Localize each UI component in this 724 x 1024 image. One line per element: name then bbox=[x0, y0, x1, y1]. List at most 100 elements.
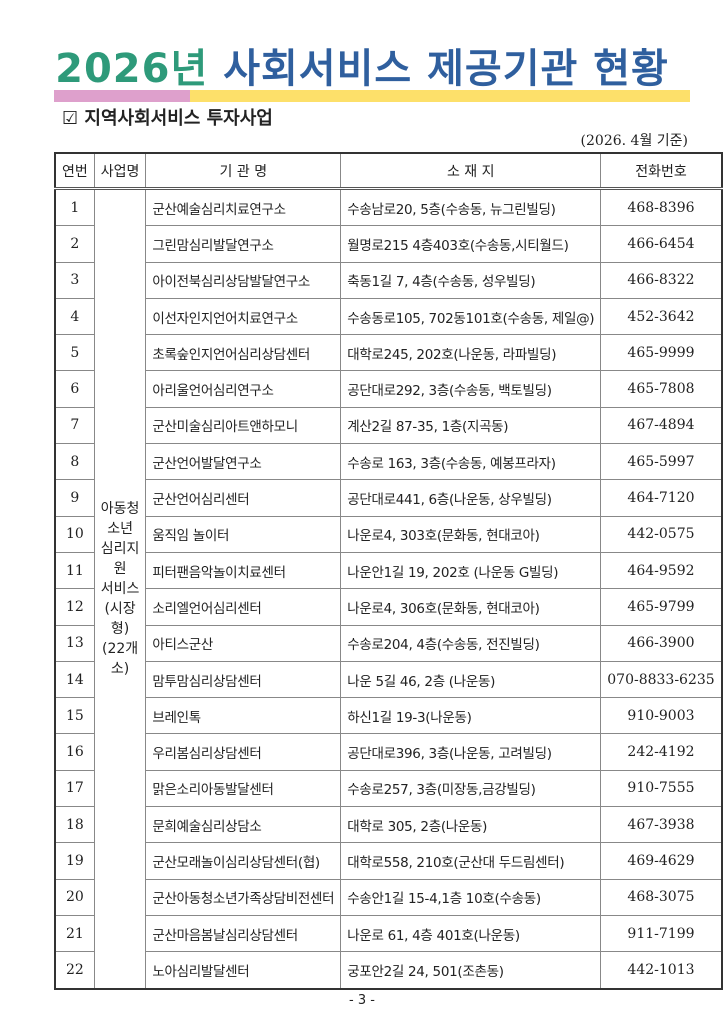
row-number: 21 bbox=[54, 914, 95, 953]
decorative-bar-pink bbox=[54, 90, 190, 102]
institution-name: 맑은소리아동발달센터 bbox=[145, 769, 342, 808]
column-header: 사업명 bbox=[93, 152, 147, 190]
address: 나운로4, 303호(문화동, 현대코아) bbox=[340, 515, 602, 553]
row-number: 6 bbox=[54, 370, 95, 408]
table-row: 3 아이전북심리상담발달연구소 축동1길 7, 4층(수송동, 성우빌딩) 466-8… bbox=[54, 261, 723, 299]
page-number: - 3 - bbox=[349, 993, 375, 1008]
table-row: 10 움직임 놀이터 나운로4, 303호(문화동, 현대코아) 442-0575 bbox=[54, 515, 723, 553]
institution-name: 우리봄심리상담센터 bbox=[145, 733, 342, 771]
institution-name: 문희예술심리상담소 bbox=[145, 806, 342, 844]
table-row: 17 맑은소리아동발달센터 수송로257, 3층(미장동,금강빌딩) 910-7555 bbox=[54, 769, 723, 808]
phone-number: 242-4192 bbox=[600, 733, 723, 771]
row-number: 4 bbox=[54, 297, 95, 336]
row-number: 2 bbox=[54, 225, 95, 263]
address: 수송동로105, 702동101호(수송동, 제일@) bbox=[340, 297, 602, 336]
table-row: 11 피터팬음악놀이치료센터 나운안1길 19, 202호 (나운동 G빌딩) 464… bbox=[54, 551, 723, 590]
row-number: 20 bbox=[54, 878, 95, 916]
institution-name: 아이전북심리상담발달연구소 bbox=[145, 261, 342, 299]
row-number: 1 bbox=[54, 187, 95, 227]
row-number: 5 bbox=[54, 334, 95, 372]
table-row: 22 노아심리발달센터 궁포안2길 24, 501(조촌동) 442-1013 bbox=[54, 951, 723, 990]
row-number: 18 bbox=[54, 806, 95, 844]
row-number: 10 bbox=[54, 515, 95, 553]
table-row: 7 군산미술심리아트앤하모니 계산2길 87-35, 1층(지곡동) 467-4894 bbox=[54, 406, 723, 445]
phone-number: 467-3938 bbox=[600, 806, 723, 844]
table-row: 14 맘투맘심리상담센터 나운 5길 46, 2층 (나운동) 070-8833-62… bbox=[54, 660, 723, 699]
row-number: 3 bbox=[54, 261, 95, 299]
row-number: 14 bbox=[54, 660, 95, 699]
column-header: 소 재 지 bbox=[340, 152, 602, 190]
address: 월명로215 4층403호(수송동,시티월드) bbox=[340, 225, 602, 263]
address: 공단대로396, 3층(나운동, 고려빌딩) bbox=[340, 733, 602, 771]
row-number: 22 bbox=[54, 951, 95, 990]
institution-name: 아티스군산 bbox=[145, 624, 342, 662]
phone-number: 910-9003 bbox=[600, 697, 723, 735]
phone-number: 464-7120 bbox=[600, 479, 723, 517]
institution-name: 맘투맘심리상담센터 bbox=[145, 660, 342, 699]
table-row: 6 아리울언어심리연구소 공단대로292, 3층(수송동, 백토빌딩) 465-780… bbox=[54, 370, 723, 408]
row-number: 17 bbox=[54, 769, 95, 808]
institution-name: 노아심리발달센터 bbox=[145, 951, 342, 990]
phone-number: 452-3642 bbox=[600, 297, 723, 336]
table-row: 2 그린맘심리발달연구소 월명로215 4층403호(수송동,시티월드) 466-64… bbox=[54, 225, 723, 263]
phone-number: 910-7555 bbox=[600, 769, 723, 808]
address: 공단대로292, 3층(수송동, 백토빌딩) bbox=[340, 370, 602, 408]
column-header: 기 관 명 bbox=[145, 152, 342, 190]
institution-name: 군산아동청소년가족상담비전센터 bbox=[145, 878, 342, 916]
table-row: 20 군산아동청소년가족상담비전센터 수송안1길 15-4,1층 10호(수송동) 4… bbox=[54, 878, 723, 916]
title-text: 사회서비스 제공기관 현황 bbox=[208, 46, 669, 92]
phone-number: 070-8833-6235 bbox=[600, 660, 723, 699]
phone-number: 466-6454 bbox=[600, 225, 723, 263]
phone-number: 464-9592 bbox=[600, 551, 723, 590]
phone-number: 911-7199 bbox=[600, 914, 723, 953]
address: 대학로558, 210호(군산대 두드림센터) bbox=[340, 842, 602, 880]
address: 대학로 305, 2층(나운동) bbox=[340, 806, 602, 844]
institution-name: 초록숲인지언어심리상담센터 bbox=[145, 334, 342, 372]
phone-number: 466-3900 bbox=[600, 624, 723, 662]
address: 수송로204, 4층(수송동, 전진빌딩) bbox=[340, 624, 602, 662]
institution-name: 움직임 놀이터 bbox=[145, 515, 342, 553]
institution-name: 이선자인지언어치료연구소 bbox=[145, 297, 342, 336]
phone-number: 442-0575 bbox=[600, 515, 723, 553]
institution-name: 군산마음봄날심리상담센터 bbox=[145, 914, 342, 953]
address: 나운로 61, 4층 401호(나운동) bbox=[340, 914, 602, 953]
table-row: 8 군산언어발달연구소 수송로 163, 3층(수송동, 예봉프라자) 465-599… bbox=[54, 443, 723, 481]
table-row: 9 군산언어심리센터 공단대로441, 6층(나운동, 상우빌딩) 464-7120 bbox=[54, 479, 723, 517]
address: 궁포안2길 24, 501(조촌동) bbox=[340, 951, 602, 990]
address: 나운안1길 19, 202호 (나운동 G빌딩) bbox=[340, 551, 602, 590]
address: 축동1길 7, 4층(수송동, 성우빌딩) bbox=[340, 261, 602, 299]
section-heading: ☑ 지역사회서비스 투자사업 bbox=[62, 108, 273, 129]
institution-name: 소리엘언어심리센터 bbox=[145, 588, 342, 626]
row-number: 15 bbox=[54, 697, 95, 735]
phone-number: 469-4629 bbox=[600, 842, 723, 880]
address: 수송남로20, 5층(수송동, 뉴그린빌딩) bbox=[340, 187, 602, 227]
address: 나운 5길 46, 2층 (나운동) bbox=[340, 660, 602, 699]
institution-name: 군산언어심리센터 bbox=[145, 479, 342, 517]
address: 대학로245, 202호(나운동, 라파빌딩) bbox=[340, 334, 602, 372]
institution-name: 그린맘심리발달연구소 bbox=[145, 225, 342, 263]
address: 공단대로441, 6층(나운동, 상우빌딩) bbox=[340, 479, 602, 517]
title-year: 2026년 bbox=[55, 46, 209, 92]
business-category: 아동청소년 심리지원 서비스 (시장형) (22개소) bbox=[93, 187, 147, 990]
column-header: 전화번호 bbox=[600, 152, 723, 190]
address: 계산2길 87-35, 1층(지곡동) bbox=[340, 406, 602, 445]
row-number: 7 bbox=[54, 406, 95, 445]
phone-number: 465-9799 bbox=[600, 588, 723, 626]
address: 나운로4, 306호(문화동, 현대코아) bbox=[340, 588, 602, 626]
address: 수송안1길 15-4,1층 10호(수송동) bbox=[340, 878, 602, 916]
phone-number: 442-1013 bbox=[600, 951, 723, 990]
phone-number: 465-5997 bbox=[600, 443, 723, 481]
phone-number: 466-8322 bbox=[600, 261, 723, 299]
table-row: 16 우리봄심리상담센터 공단대로396, 3층(나운동, 고려빌딩) 242-419… bbox=[54, 733, 723, 771]
row-number: 19 bbox=[54, 842, 95, 880]
institution-name: 군산언어발달연구소 bbox=[145, 443, 342, 481]
address: 하신1길 19-3(나운동) bbox=[340, 697, 602, 735]
basis-date: (2026. 4월 기준) bbox=[580, 133, 688, 149]
page-title: 2026년 사회서비스 제공기관 현황 bbox=[0, 36, 724, 94]
table-row: 5 초록숲인지언어심리상담센터 대학로245, 202호(나운동, 라파빌딩) 465… bbox=[54, 334, 723, 372]
row-number: 11 bbox=[54, 551, 95, 590]
row-number: 8 bbox=[54, 443, 95, 481]
institution-name: 브레인톡 bbox=[145, 697, 342, 735]
